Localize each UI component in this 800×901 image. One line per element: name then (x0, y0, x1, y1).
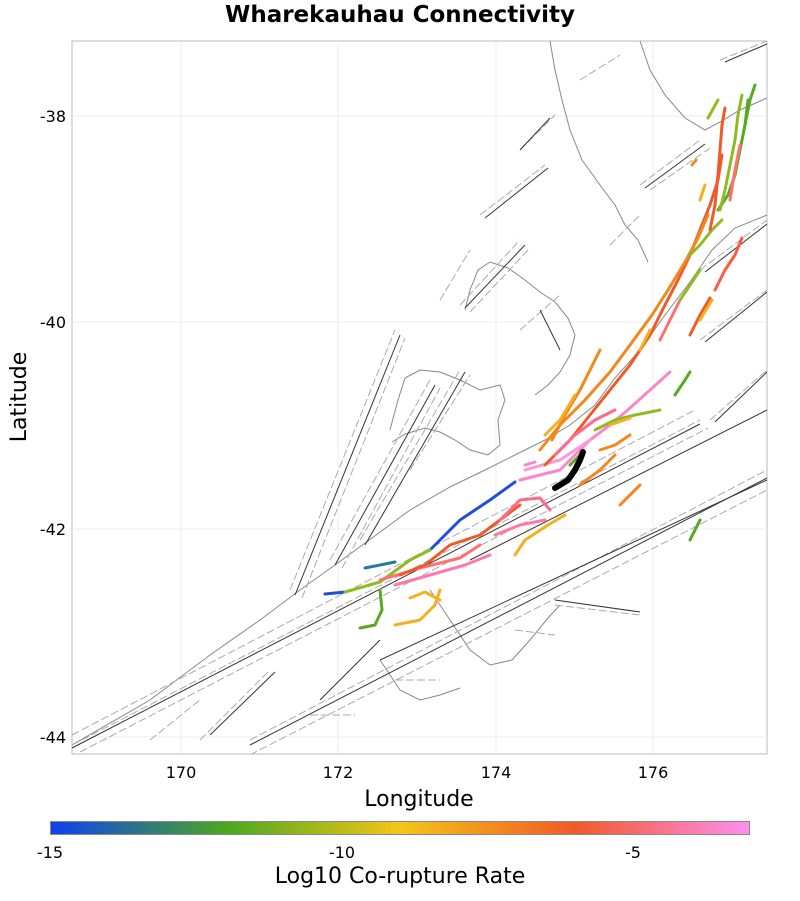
fault-section-boxes (72, 41, 767, 754)
x-tick: 174 (481, 763, 512, 782)
y-axis-ticks: -38 -40 -42 -44 (40, 107, 66, 747)
plot-area (71, 40, 768, 755)
colorbar-tick: -10 (328, 843, 356, 862)
map-title: Wharekauhau Connectivity (224, 2, 576, 28)
x-tick: 172 (323, 763, 354, 782)
fault-traces (72, 43, 767, 749)
y-tick: -40 (40, 313, 66, 332)
map-figure: 170 172 174 176 -38 -40 -42 -44 Longitud… (7, 40, 768, 812)
colorbar-tick: -15 (36, 843, 64, 862)
y-tick: -42 (40, 520, 66, 539)
colorbar-label: Log10 Co-rupture Rate (274, 864, 526, 889)
x-axis-label: Longitude (364, 787, 473, 812)
y-axis-label: Latitude (7, 352, 32, 443)
colorbar (50, 821, 750, 835)
x-tick: 170 (166, 763, 197, 782)
coastline (72, 41, 767, 746)
colorbar-tick: -5 (625, 843, 641, 862)
y-tick: -44 (40, 728, 66, 747)
x-axis-ticks: 170 172 174 176 (166, 763, 669, 782)
corupture-traces (323, 83, 757, 630)
x-tick: 176 (638, 763, 669, 782)
y-tick: -38 (40, 107, 66, 126)
grid (72, 41, 767, 754)
target-fault-wharekauhau (552, 449, 586, 491)
